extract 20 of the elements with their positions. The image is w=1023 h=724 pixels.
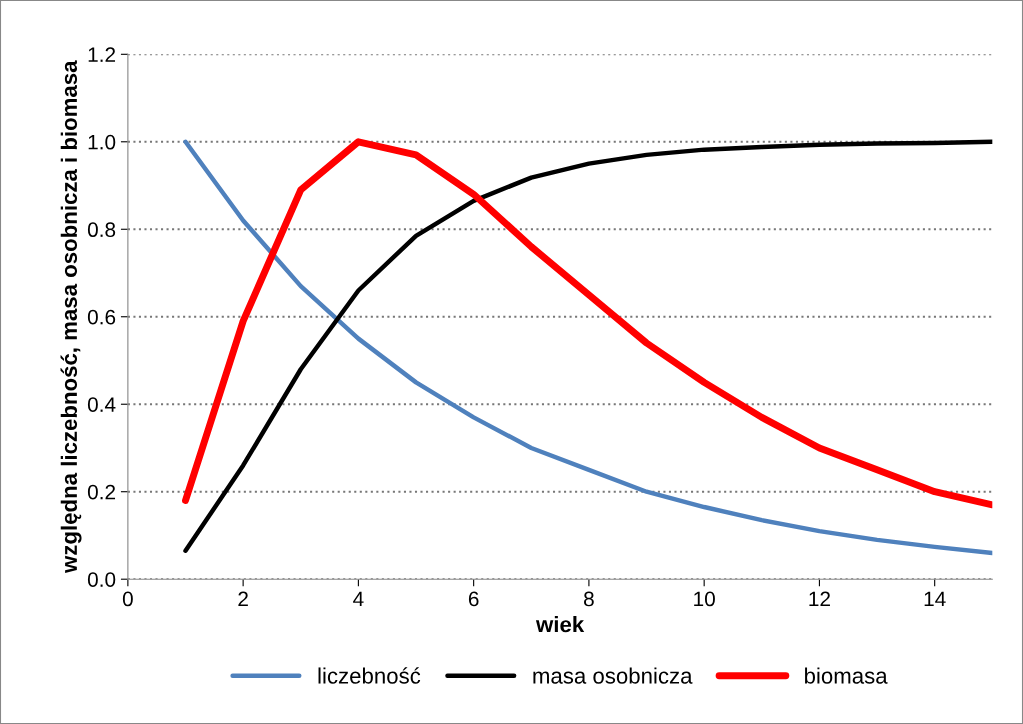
y-tick-label: 0.6 [87,309,116,325]
x-tick-label: 10 [694,591,715,607]
x-tick-label: 12 [809,591,830,607]
y-tick-label: 0.2 [87,484,116,500]
y-axis-title: względna liczebność, masa osobnicza i biomasa [60,60,82,574]
y-tick-label: 0.4 [87,397,116,412]
y-tick-label: 0.8 [87,222,116,238]
legend-label: biomasa [805,667,888,684]
x-tick-label: 6 [468,591,479,607]
legend-label: masa osobnicza [533,667,693,684]
x-tick-label: 4 [353,591,364,607]
x-axis-title: wiek [535,615,585,633]
x-tick-label: 0 [122,591,133,607]
y-tick-label: 1.0 [88,134,116,150]
legend-label: liczebność [318,667,421,684]
x-tick-label: 14 [924,591,946,607]
x-tick-label: 8 [584,591,594,607]
y-tick-label: 1.2 [88,47,116,62]
x-tick-label: 2 [238,591,248,607]
y-tick-label: 0.0 [87,572,116,587]
